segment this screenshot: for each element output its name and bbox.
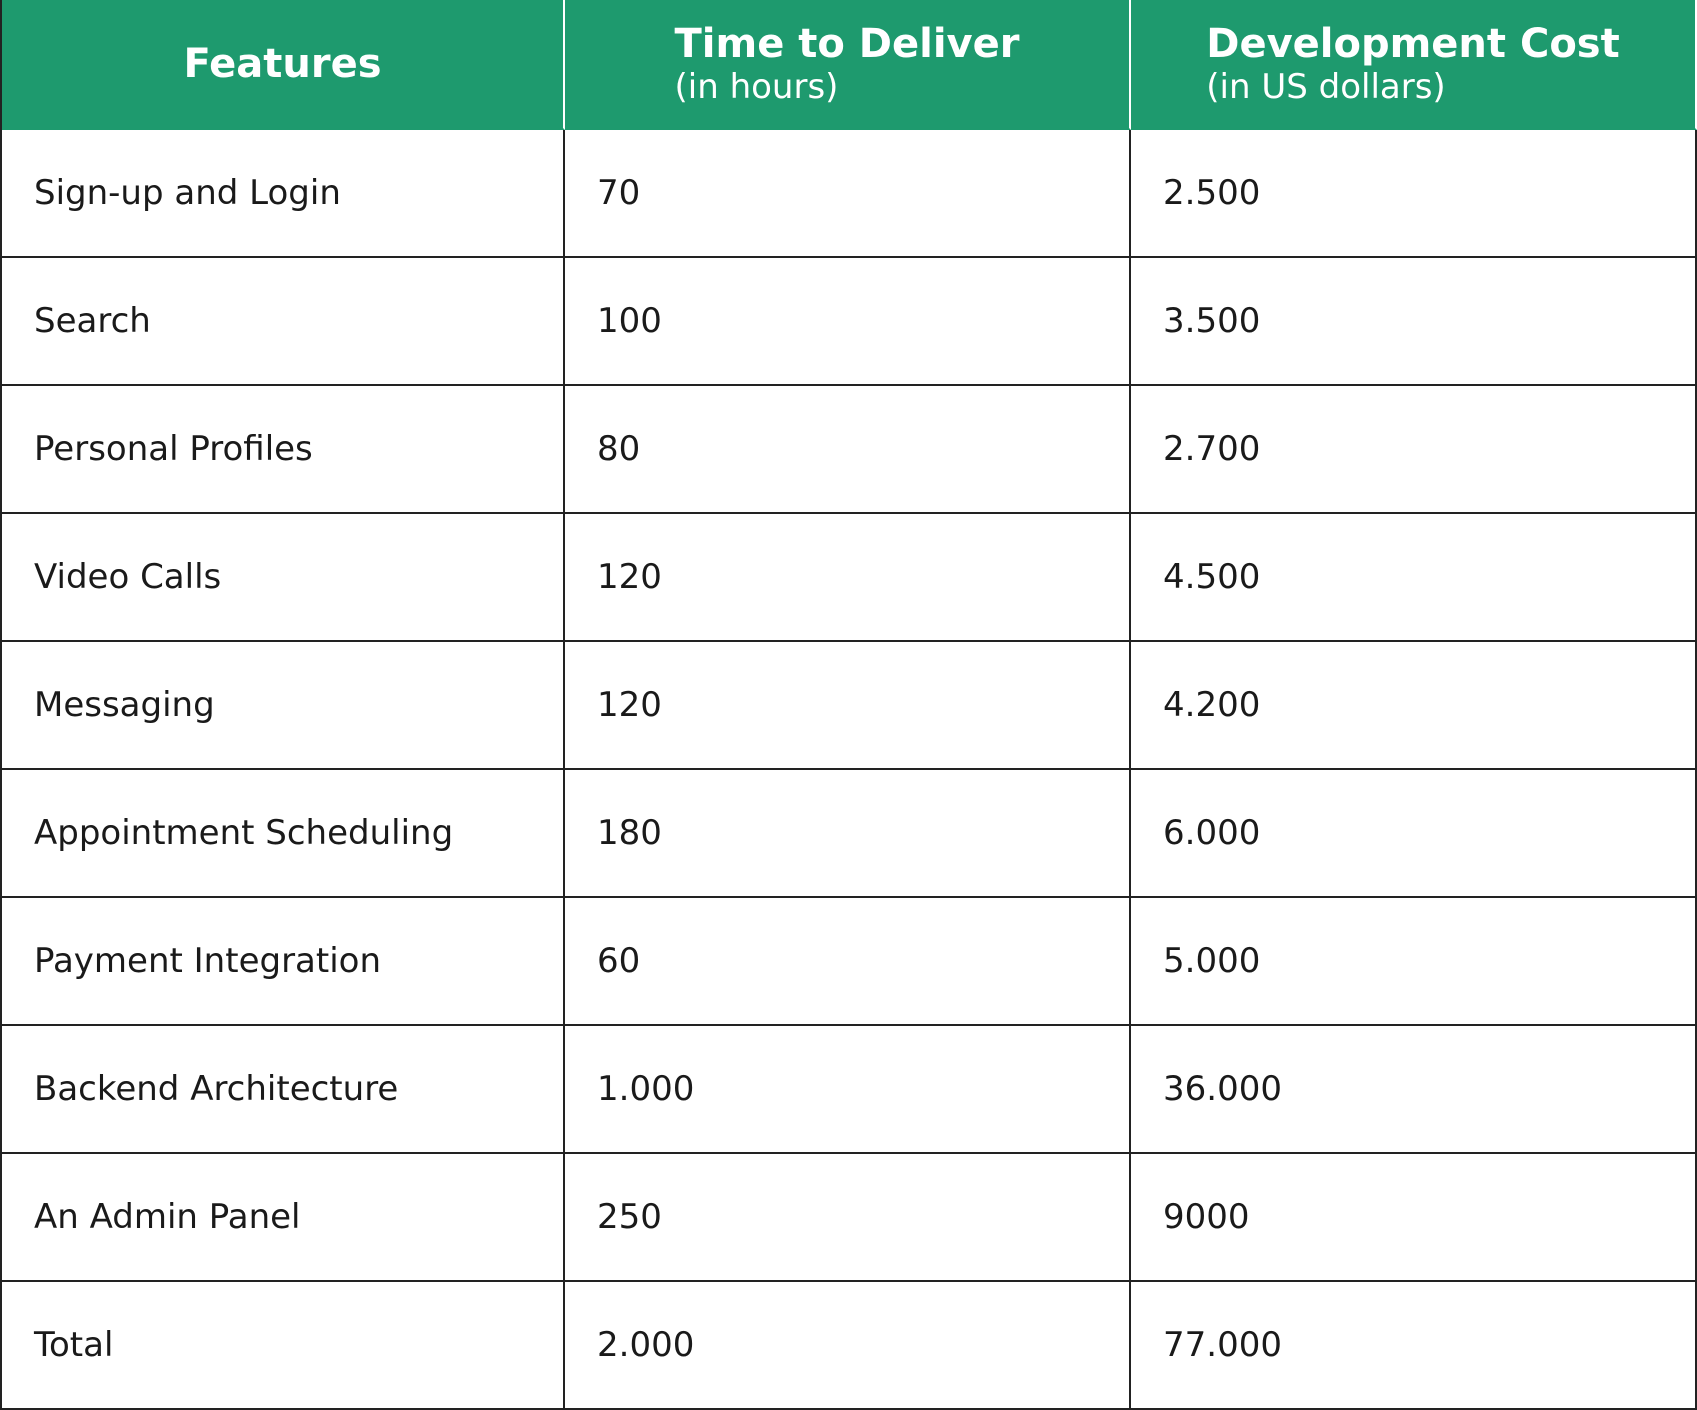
table-cell: 60 [565,898,1131,1026]
table-cell: An Admin Panel [2,1154,565,1282]
table-cell: 2.000 [565,1282,1131,1410]
table-cell: Sign-up and Login [2,130,565,258]
header-content: Features [183,41,381,87]
table-cell: 4.500 [1131,514,1697,642]
table-cell: Total [2,1282,565,1410]
table-cell: 250 [565,1154,1131,1282]
header-cell: Features [2,0,565,130]
table-cell: Messaging [2,642,565,770]
header-title: Time to Deliver [674,21,1020,67]
header-subtitle: (in US dollars) [1206,67,1446,107]
table-cell: 2.700 [1131,386,1697,514]
header-title: Development Cost [1206,21,1620,67]
table-cell: Personal Profiles [2,386,565,514]
table-cell: 6.000 [1131,770,1697,898]
table-cell: Appointment Scheduling [2,770,565,898]
table-cell: 9000 [1131,1154,1697,1282]
table-cell: 120 [565,514,1131,642]
header-subtitle: (in hours) [674,67,839,107]
table-cell: 4.200 [1131,642,1697,770]
table-cell: Payment Integration [2,898,565,1026]
header-content: Time to Deliver (in hours) [675,21,1020,107]
header-cell: Development Cost (in US dollars) [1131,0,1697,130]
table-cell: 1.000 [565,1026,1131,1154]
table-cell: 100 [565,258,1131,386]
table-cell: Video Calls [2,514,565,642]
table-cell: 36.000 [1131,1026,1697,1154]
table-cell: Backend Architecture [2,1026,565,1154]
table-cell: 80 [565,386,1131,514]
header-content: Development Cost (in US dollars) [1206,21,1619,107]
table-cell: 120 [565,642,1131,770]
table-cell: 180 [565,770,1131,898]
header-title: Features [183,41,382,87]
table-cell: 5.000 [1131,898,1697,1026]
table-cell: 3.500 [1131,258,1697,386]
table-cell: 77.000 [1131,1282,1697,1410]
header-cell: Time to Deliver (in hours) [565,0,1131,130]
table-cell: 70 [565,130,1131,258]
table-cell: 2.500 [1131,130,1697,258]
table-cell: Search [2,258,565,386]
